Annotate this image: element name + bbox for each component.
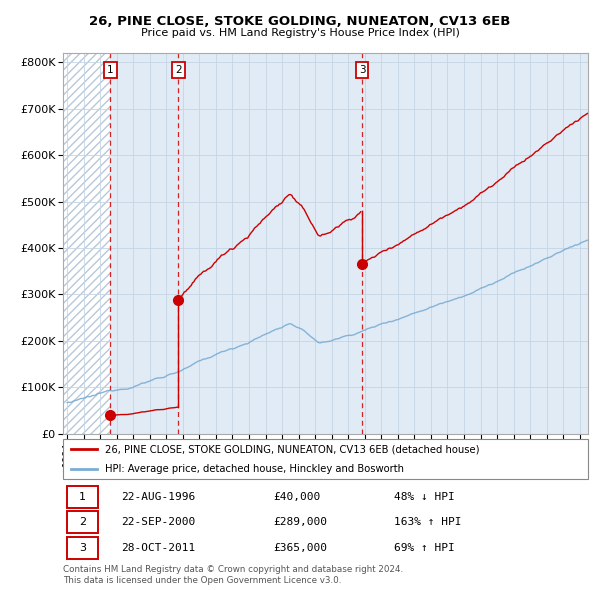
Bar (110, 53, 178, 434)
Text: 2: 2 (175, 65, 182, 75)
Text: £289,000: £289,000 (273, 517, 327, 527)
Text: 26, PINE CLOSE, STOKE GOLDING, NUNEATON, CV13 6EB (detached house): 26, PINE CLOSE, STOKE GOLDING, NUNEATON,… (105, 444, 479, 454)
Bar (63, 53, 110, 434)
Bar (178, 53, 362, 434)
Text: £365,000: £365,000 (273, 543, 327, 553)
Text: 22-SEP-2000: 22-SEP-2000 (121, 517, 195, 527)
Text: Price paid vs. HM Land Registry's House Price Index (HPI): Price paid vs. HM Land Registry's House … (140, 28, 460, 38)
Text: 3: 3 (79, 543, 86, 553)
Text: HPI: Average price, detached house, Hinckley and Bosworth: HPI: Average price, detached house, Hinc… (105, 464, 404, 474)
Text: 28-OCT-2011: 28-OCT-2011 (121, 543, 195, 553)
Bar (67, 512, 98, 533)
Text: 69% ↑ HPI: 69% ↑ HPI (394, 543, 455, 553)
Text: 3: 3 (359, 65, 365, 75)
Text: 2: 2 (79, 517, 86, 527)
Text: Contains HM Land Registry data © Crown copyright and database right 2024.
This d: Contains HM Land Registry data © Crown c… (63, 565, 403, 585)
Text: 22-AUG-1996: 22-AUG-1996 (121, 492, 195, 502)
Bar (67, 536, 98, 559)
Bar (67, 486, 98, 509)
Text: 1: 1 (79, 492, 86, 502)
Text: 1: 1 (107, 65, 114, 75)
Text: 26, PINE CLOSE, STOKE GOLDING, NUNEATON, CV13 6EB: 26, PINE CLOSE, STOKE GOLDING, NUNEATON,… (89, 15, 511, 28)
Text: 163% ↑ HPI: 163% ↑ HPI (394, 517, 461, 527)
Text: £40,000: £40,000 (273, 492, 320, 502)
Text: 48% ↓ HPI: 48% ↓ HPI (394, 492, 455, 502)
Bar (362, 53, 600, 434)
